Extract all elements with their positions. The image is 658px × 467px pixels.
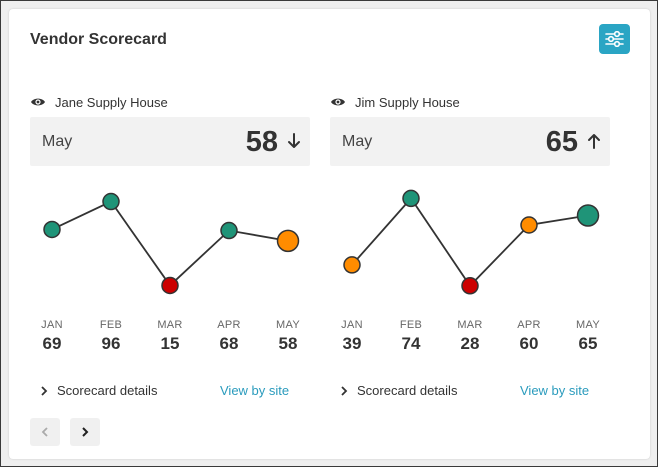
eye-icon[interactable] (330, 96, 346, 108)
next-page-button[interactable] (70, 418, 100, 446)
eye-icon[interactable] (30, 96, 46, 108)
chart-svg (43, 192, 300, 295)
chevron-right-icon (40, 385, 48, 396)
data-label: 15 (160, 334, 180, 353)
month-value: 58 (245, 126, 278, 158)
month-label-apr: APR 60 (504, 319, 554, 354)
series-line (351, 196, 589, 288)
previous-page-button[interactable] (30, 418, 60, 446)
scorecard-details-link[interactable]: Scorecard details (40, 383, 157, 398)
data-label: 28 (460, 334, 480, 353)
arrow-up-icon (586, 132, 602, 150)
tick-label: MAR (157, 319, 183, 331)
vendor-name: Jane Supply House (55, 94, 168, 110)
chevron-right-icon (81, 426, 89, 438)
sliders-icon (605, 31, 624, 47)
vendor-footer: Scorecard details View by site (330, 383, 610, 401)
data-label: 60 (519, 334, 539, 353)
tick-label: FEB (399, 319, 423, 331)
scorecard-details-label: Scorecard details (57, 383, 158, 398)
vendor-scorecard-card: Vendor Scorecard (9, 9, 650, 459)
data-point-mar[interactable] (161, 276, 179, 295)
tick-label: MAR (457, 319, 483, 331)
tick-label: MAY (576, 319, 600, 331)
month-label: May (342, 133, 373, 150)
data-label: 68 (219, 334, 239, 353)
data-point-may[interactable] (276, 229, 300, 253)
tick-label: JAN (341, 319, 363, 331)
data-label: 58 (278, 334, 298, 353)
current-month-score: May 58 (30, 117, 310, 166)
series-line (51, 200, 289, 287)
month-labels: JAN 39 FEB 74 MAR 28 APR 60 MAY 65 (330, 319, 610, 359)
vendor-header: Jane Supply House (30, 93, 310, 111)
data-label: 96 (101, 334, 121, 353)
data-point-may[interactable] (576, 204, 600, 227)
month-value: 65 (545, 126, 578, 158)
data-point-jan[interactable] (343, 256, 361, 274)
month-label-mar: MAR 28 (445, 319, 495, 354)
data-label: 65 (578, 334, 598, 353)
chevron-left-icon (41, 426, 49, 438)
month-labels: JAN 69 FEB 96 MAR 15 APR 68 MAY 58 (30, 319, 310, 359)
score-line-chart (30, 183, 310, 313)
tick-label: APR (517, 319, 541, 331)
data-point-feb[interactable] (102, 192, 120, 211)
scorecard-details-label: Scorecard details (357, 383, 458, 398)
month-label-feb: FEB 74 (386, 319, 436, 354)
data-label: 39 (342, 334, 362, 353)
month-label: May (42, 133, 73, 150)
vendor-footer: Scorecard details View by site (30, 383, 310, 401)
settings-button[interactable] (599, 24, 630, 54)
chevron-right-icon (340, 385, 348, 396)
data-point-feb[interactable] (402, 189, 420, 208)
tick-label: APR (217, 319, 241, 331)
data-label: 74 (401, 334, 421, 353)
vendor-name: Jim Supply House (355, 94, 460, 110)
tick-label: MAY (276, 319, 300, 331)
data-point-apr[interactable] (520, 216, 538, 234)
current-month-score: May 65 (330, 117, 610, 166)
data-point-jan[interactable] (43, 220, 61, 239)
month-label-may: MAY 58 (263, 319, 313, 354)
data-point-apr[interactable] (220, 221, 238, 240)
view-by-site-link[interactable]: View by site (520, 383, 590, 398)
month-label-jan: JAN 39 (327, 319, 377, 354)
arrow-down-icon (286, 132, 302, 150)
data-label: 69 (42, 334, 62, 353)
tick-label: JAN (41, 319, 63, 331)
month-label-may: MAY 65 (563, 319, 613, 354)
scorecard-details-link[interactable]: Scorecard details (340, 383, 457, 398)
month-label-feb: FEB 96 (86, 319, 136, 354)
tick-label: FEB (99, 319, 123, 331)
chart-svg (343, 189, 600, 295)
month-label-mar: MAR 15 (145, 319, 195, 354)
view-by-site-link[interactable]: View by site (220, 383, 290, 398)
vendor-header: Jim Supply House (330, 93, 610, 111)
month-label-apr: APR 68 (204, 319, 254, 354)
month-label-jan: JAN 69 (27, 319, 77, 354)
data-point-mar[interactable] (461, 277, 479, 295)
widget-title: Vendor Scorecard (30, 31, 167, 48)
score-line-chart (330, 183, 610, 313)
